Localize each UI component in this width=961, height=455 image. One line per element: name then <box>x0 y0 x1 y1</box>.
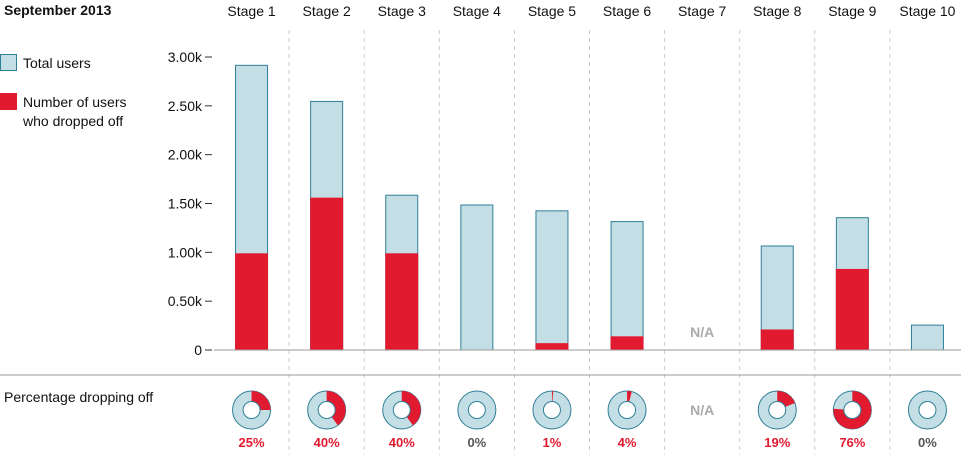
pct-donut-slice <box>551 391 554 402</box>
pct-donut-hole <box>392 401 411 419</box>
pct-donut-slice <box>326 391 346 426</box>
legend-label-dropped: Number of users who dropped off <box>23 94 127 129</box>
pct-donut-hole <box>542 401 561 419</box>
pct-donut-hole <box>843 401 862 419</box>
pct-donut-slice <box>777 391 795 407</box>
pct-donut-hole <box>467 401 486 419</box>
y-tick-label: 2.00k <box>168 147 203 163</box>
stage-header: Stage 3 <box>378 3 426 19</box>
dropped-users-bar <box>385 253 419 350</box>
pct-value-label: 4% <box>618 435 637 450</box>
pct-donut-hole <box>918 401 937 419</box>
pct-donut-slice <box>401 391 421 426</box>
pct-donut-hole <box>317 401 336 419</box>
pct-donut-slice <box>833 391 872 429</box>
pct-value-label: 19% <box>764 435 790 450</box>
pct-donut-slice <box>251 391 271 410</box>
y-tick-label: 3.00k <box>168 49 203 65</box>
pct-value-label: 0% <box>467 435 486 450</box>
dropped-users-bar <box>760 329 794 350</box>
total-users-bar <box>610 221 644 351</box>
y-tick-label: 1.50k <box>168 196 203 212</box>
dropped-users-bar <box>535 343 569 350</box>
legend-swatch-total <box>0 54 17 71</box>
pct-value-label: 40% <box>314 435 340 450</box>
stage-header: Stage 1 <box>227 3 275 19</box>
y-tick-label: 1.00k <box>168 244 203 260</box>
pct-donut-hole <box>768 401 787 419</box>
stage-header: Stage 9 <box>828 3 876 19</box>
legend-swatch-dropped <box>0 93 17 110</box>
pct-value-label: 76% <box>839 435 865 450</box>
stage-header: Stage 6 <box>603 3 651 19</box>
percentage-row-label: Percentage dropping off <box>4 389 154 405</box>
pct-value-label: 0% <box>918 435 937 450</box>
stage-header: Stage 8 <box>753 3 801 19</box>
y-tick-label: 2.50k <box>168 98 203 114</box>
total-users-bar <box>460 204 494 351</box>
stage-header: Stage 10 <box>899 3 955 19</box>
legend-total-users: Total users <box>0 54 141 73</box>
y-tick-label: 0 <box>194 342 202 358</box>
total-users-bar <box>910 324 944 351</box>
na-bar-label: N/A <box>690 324 714 340</box>
legend-dropped-users: Number of users who dropped off <box>0 93 141 131</box>
dropped-users-bar <box>235 253 269 350</box>
dropped-users-bar <box>610 336 644 350</box>
total-users-bar <box>535 210 569 351</box>
pct-value-label: 40% <box>389 435 415 450</box>
dropped-users-bar <box>835 268 869 350</box>
pct-donut-hole <box>242 401 261 419</box>
y-tick-label: 0.50k <box>168 293 203 309</box>
pct-donut-hole <box>618 401 637 419</box>
pct-donut-slice <box>627 391 632 402</box>
dropped-users-bar <box>310 197 344 350</box>
pct-value-label: 25% <box>239 435 265 450</box>
pct-value-label: 1% <box>543 435 562 450</box>
legend-label-total: Total users <box>23 55 91 71</box>
stage-header: Stage 4 <box>453 3 501 19</box>
stage-header: Stage 7 <box>678 3 726 19</box>
na-pct-label: N/A <box>690 402 714 418</box>
chart-title: September 2013 <box>4 2 112 18</box>
stage-header: Stage 5 <box>528 3 576 19</box>
stage-header: Stage 2 <box>303 3 351 19</box>
